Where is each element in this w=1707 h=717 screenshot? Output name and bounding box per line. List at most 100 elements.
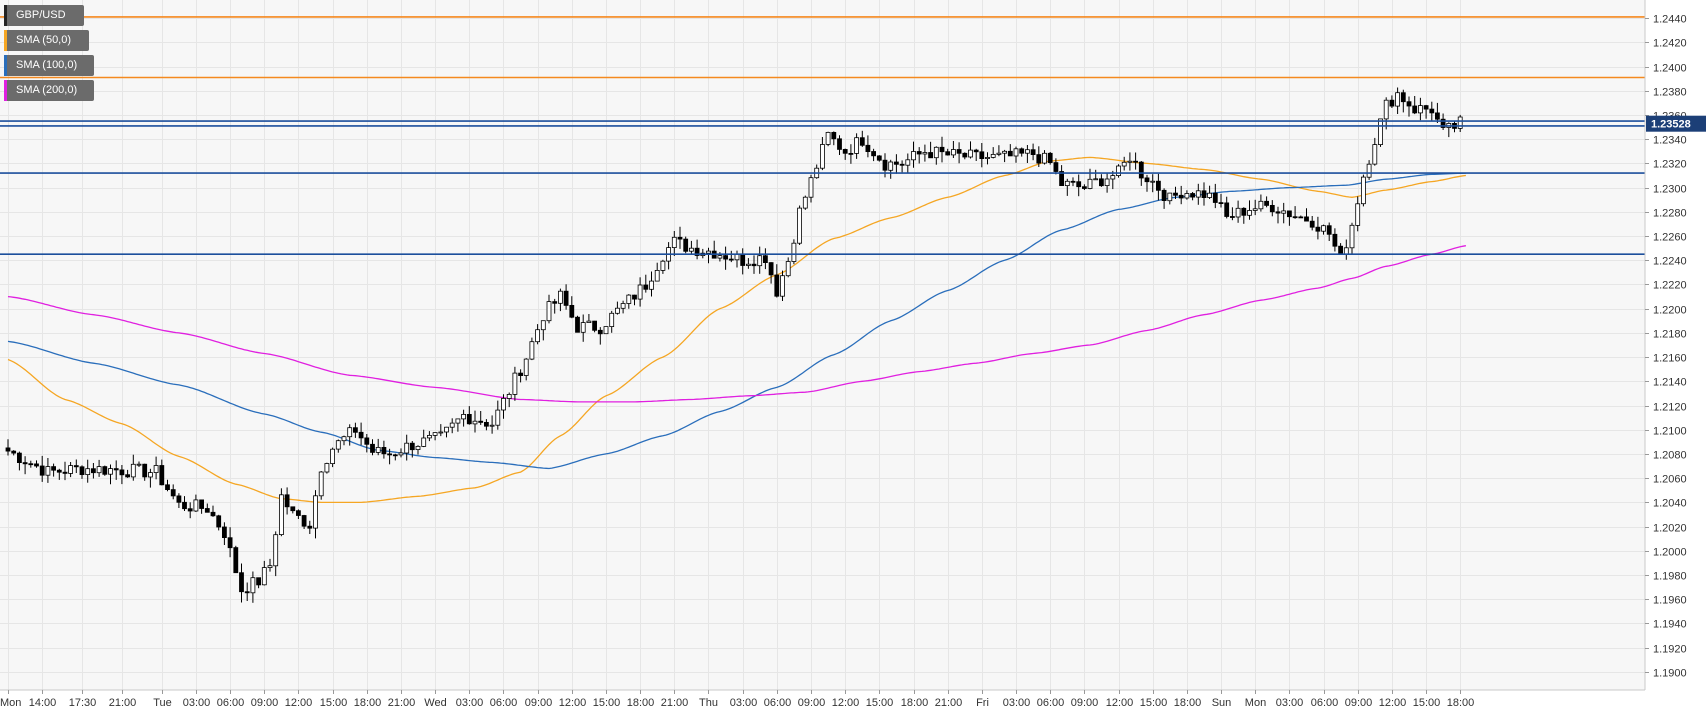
- candle-body-bear: [763, 255, 768, 263]
- candle-body-bear: [387, 453, 393, 456]
- candle-body-bear: [882, 159, 888, 171]
- candle-body-bull: [558, 290, 563, 304]
- candle-body-bull: [108, 468, 113, 475]
- last-price-tag: 1.23528: [1646, 115, 1706, 132]
- x-tick-label: 18:00: [1447, 697, 1475, 709]
- x-tick-label: 18:00: [901, 697, 929, 709]
- candle-body-bull: [147, 472, 153, 478]
- candles: [5, 87, 1463, 603]
- x-tick-label: 15:00: [593, 697, 621, 709]
- candle-body-bear: [1287, 210, 1292, 218]
- x-tick-label: 06:00: [490, 697, 518, 709]
- candle-body-bear: [79, 466, 85, 475]
- legend-sma-200[interactable]: SMA (200,0): [4, 80, 94, 101]
- candle-body-bear: [842, 148, 848, 154]
- candle-body-bear: [979, 151, 985, 160]
- x-tick-label: 15:00: [866, 697, 894, 709]
- y-tick-label: 1.2140: [1653, 377, 1687, 389]
- candle-body-bear: [723, 255, 728, 260]
- candle-body-bear: [837, 138, 842, 150]
- candle-body-bull: [68, 465, 73, 474]
- candle-body-bull: [318, 471, 324, 497]
- x-tick-label: 12:00: [559, 697, 587, 709]
- candle-body-bull: [472, 420, 478, 425]
- candle-body-bull: [130, 463, 136, 478]
- candle-body-bull: [1025, 149, 1030, 154]
- candle-body-bear: [751, 263, 757, 267]
- candle-body-bear: [199, 499, 205, 509]
- candle-body-bear: [295, 510, 301, 516]
- candle-body-bull: [535, 329, 540, 343]
- candle-body-bear: [1019, 148, 1025, 154]
- candle-body-bear: [694, 247, 700, 256]
- candle-body-bull: [1184, 193, 1190, 199]
- candle-body-bear: [962, 152, 968, 158]
- candle-body-bear: [1304, 216, 1309, 222]
- candle-body-bear: [774, 274, 780, 297]
- candle-body-bear: [210, 511, 216, 517]
- candle-body-bear: [284, 494, 290, 508]
- candle-body-bear: [1440, 118, 1446, 128]
- x-tick-label: Thu: [699, 697, 718, 709]
- x-tick-label: 14:00: [29, 697, 57, 709]
- candle-body-bull: [905, 159, 911, 166]
- y-tick-label: 1.2240: [1653, 256, 1687, 268]
- candle-body-bull: [689, 247, 694, 252]
- candle-body-bear: [227, 537, 233, 549]
- candle-body-bull: [512, 372, 518, 395]
- candle-body-bear: [62, 471, 68, 474]
- candle-body-bull: [501, 397, 506, 411]
- y-tick-label: 1.1920: [1653, 644, 1687, 656]
- x-tick-label: 12:00: [285, 697, 313, 709]
- candle-body-bear: [1292, 216, 1298, 219]
- x-tick-label: Mon: [1245, 697, 1266, 709]
- candle-body-bear: [182, 501, 187, 510]
- x-tick-label: Wed: [424, 697, 446, 709]
- candle-body-bear: [1338, 245, 1343, 255]
- x-tick-label: 09:00: [1345, 697, 1373, 709]
- candle-body-bull: [654, 269, 660, 282]
- candle-body-bear: [1332, 233, 1338, 247]
- candle-body-bear: [233, 547, 239, 574]
- legend-swatch-gbpusd: [4, 5, 7, 26]
- candle-body-bear: [1036, 154, 1042, 164]
- candle-body-bear: [307, 525, 313, 529]
- candle-body-bear: [1070, 180, 1076, 183]
- candle-body-bull: [1042, 152, 1047, 164]
- candle-body-bear: [39, 465, 45, 476]
- candle-body-bear: [728, 258, 734, 261]
- candle-body-bull: [1378, 118, 1383, 146]
- candle-body-bear: [352, 427, 358, 433]
- candle-body-bear: [119, 469, 125, 476]
- y-tick-label: 1.1960: [1653, 595, 1687, 607]
- x-tick-label: 21:00: [109, 697, 137, 709]
- candle-body-bull: [1167, 192, 1173, 202]
- legend-gbpusd[interactable]: GBP/USD: [4, 5, 84, 26]
- x-tick-label: 09:00: [1071, 697, 1099, 709]
- candle-body-bull: [546, 301, 552, 322]
- candle-body-bear: [1156, 180, 1161, 191]
- candle-body-bull: [1064, 180, 1070, 187]
- legend-sma-50[interactable]: SMA (50,0): [4, 30, 89, 51]
- candle-body-bull: [797, 207, 802, 244]
- legend-sma-100[interactable]: SMA (100,0): [4, 55, 94, 76]
- candle-body-bear: [859, 137, 865, 146]
- x-tick-label: 06:00: [764, 697, 792, 709]
- candle-body-bear: [518, 372, 523, 377]
- candle-body-bear: [301, 515, 307, 527]
- candle-body-bear: [1429, 108, 1435, 114]
- candle-body-bull: [802, 196, 808, 209]
- candle-body-bear: [928, 152, 933, 159]
- candle-body-bear: [1133, 160, 1138, 163]
- x-tick-label: Mon: [0, 697, 21, 709]
- candle-body-bear: [239, 572, 244, 593]
- candle-body-bear: [899, 163, 905, 166]
- x-tick-label: 09:00: [798, 697, 826, 709]
- candle-body-bear: [1173, 192, 1178, 196]
- candle-body-bull: [985, 156, 990, 159]
- candle-body-bear: [244, 591, 250, 594]
- x-tick-label: 21:00: [388, 697, 416, 709]
- candle-body-bull: [580, 322, 586, 333]
- candle-body-bear: [1309, 220, 1315, 228]
